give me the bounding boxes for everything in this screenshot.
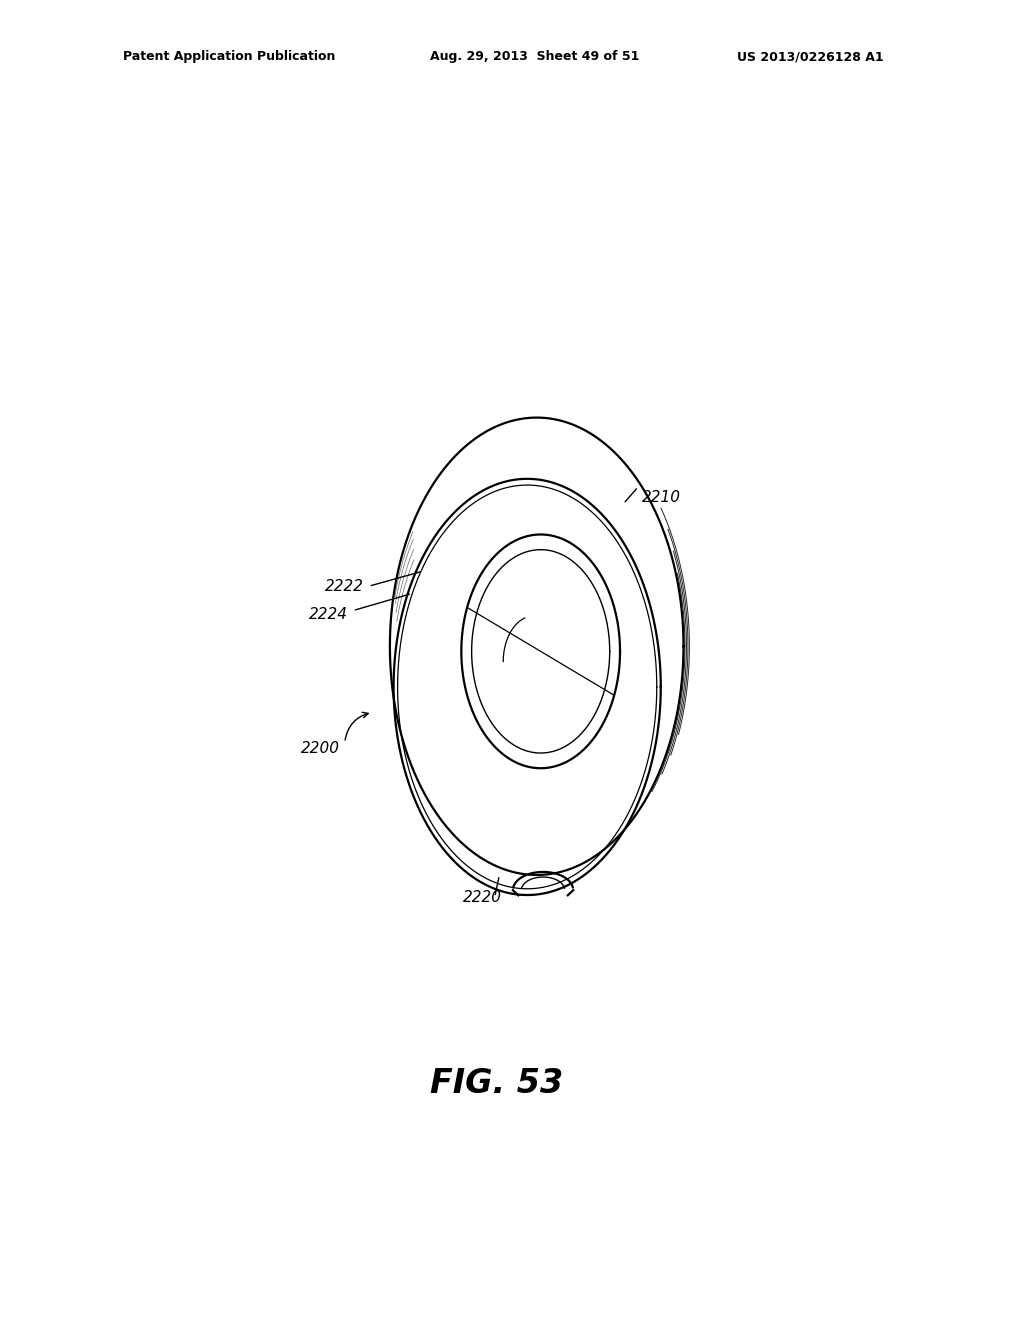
Text: 2200: 2200 [301,741,340,756]
Text: 2210: 2210 [642,490,681,506]
Text: Patent Application Publication: Patent Application Publication [123,50,335,63]
Text: 2222: 2222 [325,579,364,594]
Text: Aug. 29, 2013  Sheet 49 of 51: Aug. 29, 2013 Sheet 49 of 51 [430,50,639,63]
Text: US 2013/0226128 A1: US 2013/0226128 A1 [737,50,884,63]
Text: 2224: 2224 [309,607,348,622]
Text: 2220: 2220 [463,891,502,906]
Text: FIG. 53: FIG. 53 [430,1067,563,1100]
